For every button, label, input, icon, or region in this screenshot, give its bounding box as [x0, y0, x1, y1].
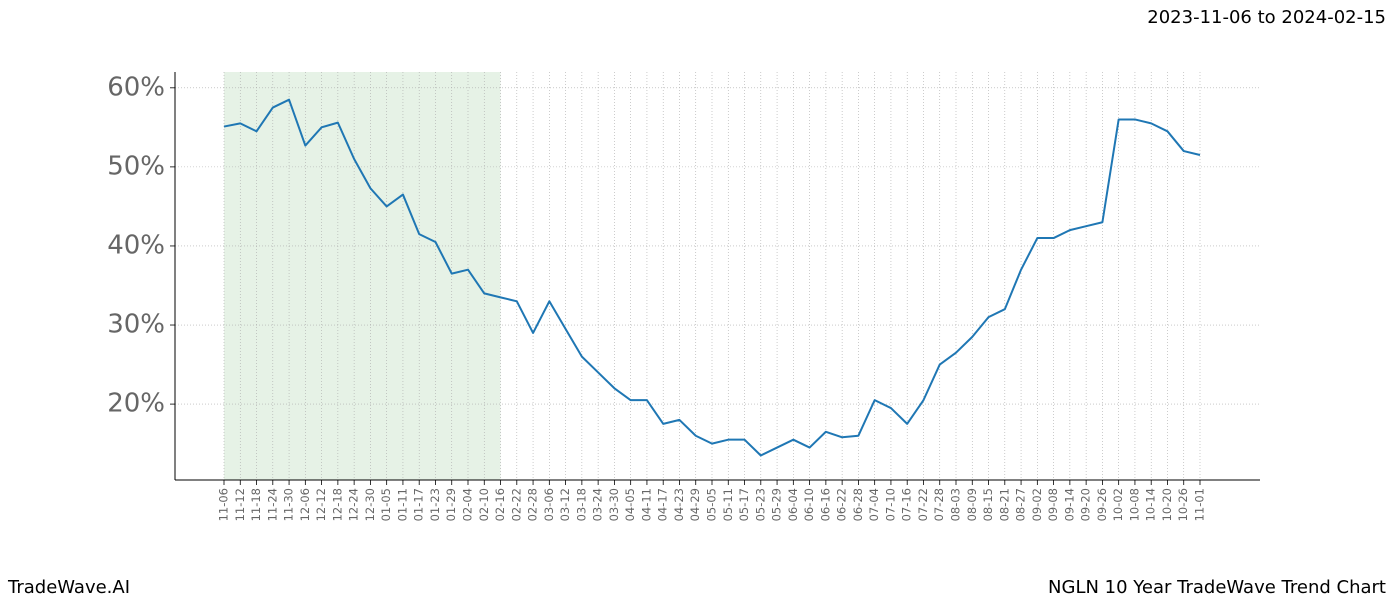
x-tick-label: 03-18: [574, 488, 588, 521]
x-tick-label: 12-06: [298, 488, 312, 521]
date-range: 2023-11-06 to 2024-02-15: [1147, 7, 1386, 28]
x-tick-label: 07-16: [900, 488, 914, 521]
x-tick-label: 08-15: [981, 488, 995, 521]
x-tick-label: 11-01: [1193, 488, 1207, 521]
x-tick-label: 01-11: [395, 488, 409, 521]
x-tick-label: 06-28: [851, 488, 865, 521]
x-tick-label: 06-16: [818, 488, 832, 521]
highlight-band: [224, 72, 501, 480]
x-tick-label: 01-29: [444, 488, 458, 521]
chart-title: NGLN 10 Year TradeWave Trend Chart: [1048, 577, 1386, 598]
x-tick-label: 10-20: [1160, 488, 1174, 521]
x-tick-label: 07-10: [883, 488, 897, 521]
x-tick-label: 04-23: [672, 488, 686, 521]
x-tick-label: 11-18: [249, 488, 263, 521]
y-tick-label: 40%: [107, 230, 165, 260]
x-tick-label: 12-24: [347, 488, 361, 521]
x-tick-label: 10-14: [1144, 488, 1158, 521]
x-tick-label: 11-12: [233, 488, 247, 521]
x-tick-label: 10-08: [1127, 488, 1141, 521]
x-tick-label: 08-21: [997, 488, 1011, 521]
x-tick-label: 02-22: [509, 488, 523, 521]
x-tick-label: 10-26: [1176, 488, 1190, 521]
x-tick-label: 09-14: [1062, 488, 1076, 521]
x-tick-label: 04-29: [688, 488, 702, 521]
x-tick-label: 03-30: [607, 488, 621, 521]
x-tick-label: 02-28: [526, 488, 540, 521]
x-tick-label: 04-11: [639, 488, 653, 521]
x-tick-label: 11-24: [265, 488, 279, 521]
x-tick-label: 08-09: [965, 488, 979, 521]
x-tick-label: 11-06: [217, 488, 231, 521]
x-tick-label: 09-02: [1030, 488, 1044, 521]
x-tick-label: 08-03: [949, 488, 963, 521]
x-tick-label: 09-26: [1095, 488, 1109, 521]
x-tick-label: 09-20: [1079, 488, 1093, 521]
y-tick-label: 20%: [107, 389, 165, 419]
x-tick-label: 03-12: [558, 488, 572, 521]
x-tick-label: 06-10: [802, 488, 816, 521]
x-tick-label: 01-05: [379, 488, 393, 521]
x-tick-label: 02-16: [493, 488, 507, 521]
x-tick-label: 07-22: [916, 488, 930, 521]
x-tick-label: 11-30: [282, 488, 296, 521]
x-tick-label: 06-04: [786, 488, 800, 521]
trend-line: [223, 98, 1201, 457]
brand: TradeWave.AI: [7, 577, 130, 598]
x-tick-label: 05-11: [721, 488, 735, 521]
x-tick-label: 09-08: [1046, 488, 1060, 521]
x-tick-label: 05-05: [705, 488, 719, 521]
x-tick-label: 02-10: [477, 488, 491, 521]
y-tick-label: 30%: [107, 310, 165, 340]
x-tick-label: 04-05: [623, 488, 637, 521]
x-tick-label: 05-17: [737, 488, 751, 521]
x-tick-label: 08-27: [1014, 488, 1028, 521]
x-tick-label: 03-24: [591, 488, 605, 521]
x-tick-label: 06-22: [835, 488, 849, 521]
x-tick-label: 03-06: [542, 488, 556, 521]
x-tick-label: 02-04: [461, 488, 475, 521]
x-tick-label: 05-29: [770, 488, 784, 521]
x-tick-label: 12-12: [314, 488, 328, 521]
x-tick-label: 01-23: [428, 488, 442, 521]
y-tick-label: 50%: [107, 151, 165, 181]
x-tick-label: 12-18: [330, 488, 344, 521]
x-tick-label: 07-04: [867, 488, 881, 521]
x-tick-label: 07-28: [932, 488, 946, 521]
y-tick-label: 60%: [107, 72, 165, 102]
x-tick-label: 04-17: [656, 488, 670, 521]
x-tick-label: 12-30: [363, 488, 377, 521]
x-tick-label: 05-23: [753, 488, 767, 521]
x-tick-label: 10-02: [1111, 488, 1125, 521]
x-tick-label: 01-17: [412, 488, 426, 521]
